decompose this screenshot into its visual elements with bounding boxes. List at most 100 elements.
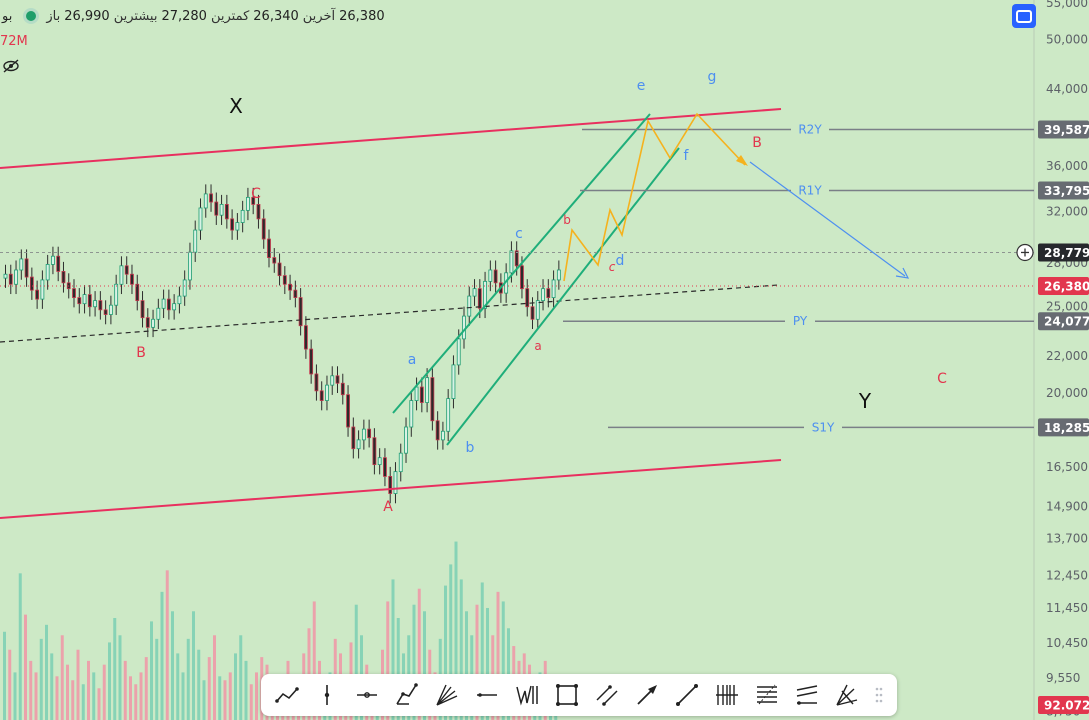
volume-bar (66, 664, 69, 720)
candle-body (525, 288, 530, 308)
candle-body (430, 377, 435, 422)
fib-timezone-tool[interactable] (712, 680, 742, 710)
volume-bar (18, 573, 22, 720)
volume-bar (71, 680, 75, 720)
candle-body (219, 204, 224, 216)
price-badge-label: 24,077 (1044, 315, 1089, 329)
volume-bar (134, 684, 138, 720)
volume-bar (501, 601, 505, 720)
price-badge-label: 39,587 (1044, 123, 1089, 137)
wave-label-red: C (937, 371, 947, 387)
wave-label-red: b (563, 213, 571, 227)
candle-body (261, 218, 266, 240)
price-badge (1038, 696, 1089, 714)
open-value: 26,990 (64, 8, 110, 24)
fib-channel-tool[interactable] (792, 680, 822, 710)
volume-bar (165, 570, 169, 720)
volume-bar (160, 591, 164, 720)
wave-label-blue: g (708, 69, 717, 85)
last-value: 26,380 (339, 8, 385, 24)
volume-bar (391, 579, 395, 720)
volume-bar (76, 649, 80, 720)
candle-body (298, 297, 303, 327)
gann-fan-tool[interactable] (832, 680, 862, 710)
arrow-tool[interactable] (632, 680, 662, 710)
candle-body (40, 279, 45, 300)
fib-timezone-icon (716, 685, 738, 705)
trend-line-icon (676, 684, 698, 706)
candle-body (483, 280, 487, 309)
rectangle-tool[interactable] (552, 680, 582, 710)
candle-body (456, 338, 461, 366)
fib-retracement-icon (757, 684, 777, 705)
candle-body (45, 264, 50, 281)
fullscreen-button[interactable] (1012, 4, 1036, 28)
candle-body (335, 375, 340, 384)
fib-fan-tool[interactable] (432, 680, 462, 710)
volume-bar (139, 672, 143, 720)
drawing-toolbar (261, 674, 897, 716)
parallel-channel-tool[interactable] (592, 680, 622, 710)
channel-lower-line (0, 459, 782, 519)
horizontal-line-tool[interactable] (472, 680, 502, 710)
toolbar-drag-handle[interactable] (872, 680, 886, 710)
candle-body (161, 298, 166, 309)
wave-label-red: A (383, 499, 393, 515)
candle-body (372, 437, 377, 466)
price-tick-label: 11,450 (1046, 601, 1088, 615)
trend-line-tool[interactable] (672, 680, 702, 710)
candle-body (551, 279, 556, 298)
candle-body (166, 298, 171, 311)
candle-body (230, 218, 235, 231)
candle-body (188, 251, 192, 281)
candle-body (530, 306, 535, 320)
candle-body (135, 283, 140, 302)
green-channel-upper (392, 113, 651, 414)
price-tick-label: 55,000 (1046, 0, 1088, 10)
volume-bar (34, 672, 38, 720)
dashed-trend-line (0, 284, 779, 343)
candle-body (77, 297, 82, 305)
candle-body (288, 283, 292, 291)
volume-bar (197, 649, 201, 720)
volume-bar (386, 601, 390, 720)
candle-body (409, 400, 414, 428)
rectangle-icon (556, 684, 578, 706)
volume-bar (192, 611, 195, 720)
path-icon (396, 683, 418, 705)
volume-bar (396, 617, 400, 720)
volume-bar (102, 664, 106, 720)
candle-body (546, 288, 551, 298)
hide-indicator-icon[interactable] (2, 58, 20, 74)
candle-body (267, 238, 271, 258)
candle-body (414, 386, 419, 401)
projection-path (563, 112, 746, 282)
candle-body (441, 430, 445, 441)
candle-body (56, 255, 61, 272)
elliott-wave-tool[interactable] (512, 680, 542, 710)
volume-bar (213, 635, 216, 720)
candle-body (103, 309, 108, 315)
volume-bar (29, 660, 33, 720)
wave-label-red: a (534, 339, 541, 353)
candle-body (235, 222, 240, 231)
candle-body (388, 476, 393, 494)
path-tool[interactable] (392, 680, 422, 710)
market-status-icon (26, 11, 37, 21)
price-tick-label: 9,550 (1046, 671, 1080, 685)
trend-angle-icon (275, 687, 299, 703)
candle-body (383, 457, 387, 477)
horizontal-ray-tool[interactable] (352, 680, 382, 710)
trend-angle-tool[interactable] (272, 680, 302, 710)
projection-arrowhead (736, 155, 748, 166)
fib-retracement-tool[interactable] (752, 680, 782, 710)
volume-bar (417, 588, 421, 720)
candle-body (509, 250, 514, 274)
price-tick-label: 25,000 (1046, 300, 1088, 314)
candle-body (514, 250, 519, 267)
volume-bar (202, 680, 206, 720)
price-tick-label: 32,000 (1046, 205, 1088, 219)
vertical-line-tool[interactable] (312, 680, 342, 710)
